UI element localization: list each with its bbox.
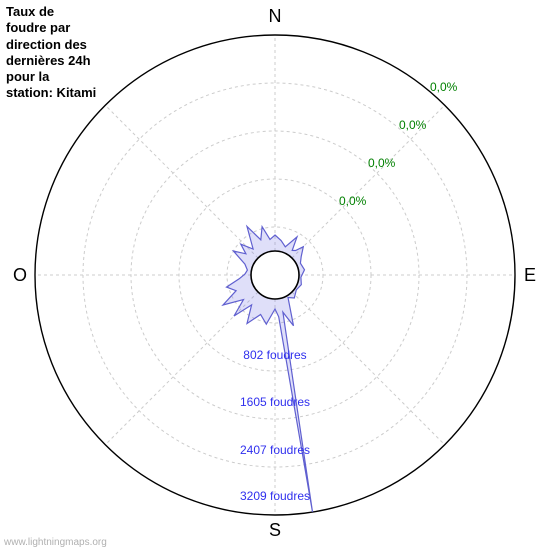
ring-percent-label: 0,0% (430, 80, 458, 94)
ring-percent-label: 0,0% (399, 118, 427, 132)
polar-chart: N E S O 0,0% 0,0% 0,0% 0,0% 802 foudres 1605 foud… (0, 0, 550, 550)
cardinal-label: O (13, 265, 27, 285)
ring-count-label: 3209 foudres (240, 489, 310, 503)
ring-percent-label: 0,0% (368, 156, 396, 170)
hub (251, 251, 299, 299)
ring-count-label: 2407 foudres (240, 443, 310, 457)
ring-count-label: 802 foudres (243, 348, 306, 362)
source-credit: www.lightningmaps.org (4, 537, 107, 548)
spoke (292, 292, 445, 445)
ring-percent-label: 0,0% (339, 194, 367, 208)
spoke (105, 105, 258, 258)
ring-count-label: 1605 foudres (240, 395, 310, 409)
cardinal-label: N (269, 6, 282, 26)
cardinal-label: S (269, 520, 281, 540)
cardinal-label: E (524, 265, 536, 285)
